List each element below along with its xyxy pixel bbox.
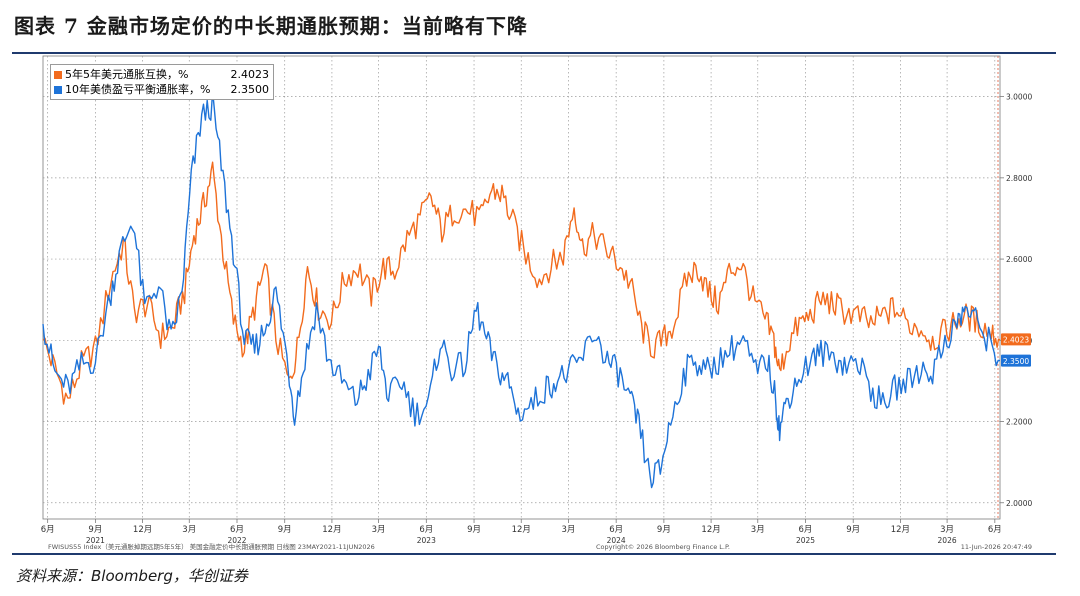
x-tick-label: 9月 — [88, 525, 102, 535]
x-tick-label: 3月 — [561, 525, 575, 535]
last-value-label: 2.3500 — [1003, 357, 1029, 366]
y-tick-label: 2.0000 — [1006, 499, 1032, 508]
chart-legend: 5年5年美元通胀互换，% 2.4023 10年美债盈亏平衡通胀率，% 2.350… — [50, 64, 274, 100]
bottom-rule — [12, 553, 1056, 555]
grid-layer — [42, 55, 1001, 520]
x-tick-label: 6月 — [988, 525, 1002, 535]
x-year-label: 2021 — [86, 536, 105, 545]
y-tick-label: 2.8000 — [1006, 174, 1032, 183]
x-tick-label: 3月 — [182, 525, 196, 535]
x-year-label: 2023 — [417, 536, 436, 545]
footer-layer: FWISUS55 Index（美元通胀掉期远期5年5年） 美国金融定价中长期通胀… — [48, 542, 1032, 551]
x-tick-label: 3月 — [372, 525, 386, 535]
legend-label: 5年5年美元通胀互换，% — [65, 68, 189, 81]
series-line-orange — [42, 161, 1001, 405]
y-tick-label: 2.2000 — [1006, 418, 1032, 427]
y-tick-label: 3.0000 — [1006, 93, 1032, 102]
x-tick-label: 6月 — [419, 525, 433, 535]
x-year-label: 2022 — [227, 536, 246, 545]
x-tick-label: 6月 — [609, 525, 623, 535]
x-tick-label: 12月 — [891, 525, 910, 535]
x-tick-label: 3月 — [751, 525, 765, 535]
legend-label: 10年美债盈亏平衡通胀率，% — [65, 83, 211, 96]
x-year-label: 2026 — [938, 536, 957, 545]
y-tick-label: 2.6000 — [1006, 255, 1032, 264]
legend-value: 2.3500 — [230, 83, 270, 96]
legend-item-blue: 10年美债盈亏平衡通胀率，% 2.3500 — [54, 82, 269, 97]
x-tick-label: 6月 — [799, 525, 813, 535]
source-note: 资料来源：Bloomberg，华创证券 — [16, 567, 248, 585]
x-tick-label: 3月 — [940, 525, 954, 535]
x-tick-label: 9月 — [467, 525, 481, 535]
legend-item-orange: 5年5年美元通胀互换，% 2.4023 — [54, 67, 269, 82]
footer-right-text: 11-Jun-2026 20:47:49 — [961, 543, 1032, 551]
legend-swatch-blue — [54, 85, 62, 94]
series-layer — [42, 90, 1001, 489]
x-tick-label: 9月 — [846, 525, 860, 535]
last-value-label: 2.4023 — [1003, 336, 1029, 345]
x-year-label: 2025 — [796, 536, 815, 545]
last-value-tag-blue — [1001, 354, 1031, 367]
footer-left-text: FWISUS55 Index（美元通胀掉期远期5年5年） 美国金融定价中长期通胀… — [48, 542, 375, 551]
chart-title: 图表 7 金融市场定价的中长期通胀预期：当前略有下降 — [14, 14, 528, 38]
x-tick-label: 9月 — [278, 525, 292, 535]
x-tick-label: 12月 — [512, 525, 531, 535]
legend-value: 2.4023 — [230, 68, 270, 81]
top-rule — [12, 52, 1056, 54]
axis-layer: 2.00002.20002.40002.60002.80003.00006月9月… — [41, 93, 1033, 545]
series-line-blue — [42, 90, 1001, 489]
legend-swatch-orange — [54, 70, 62, 79]
x-tick-label: 9月 — [657, 525, 671, 535]
x-tick-label: 12月 — [701, 525, 720, 535]
x-tick-label: 6月 — [230, 525, 244, 535]
x-tick-label: 6月 — [41, 525, 55, 535]
last-value-tag-orange — [1001, 333, 1031, 346]
x-tick-label: 12月 — [322, 525, 341, 535]
x-tick-label: 12月 — [133, 525, 152, 535]
footer-center-text: Copyright© 2026 Bloomberg Finance L.P. — [596, 543, 730, 551]
x-year-label: 2024 — [607, 536, 626, 545]
